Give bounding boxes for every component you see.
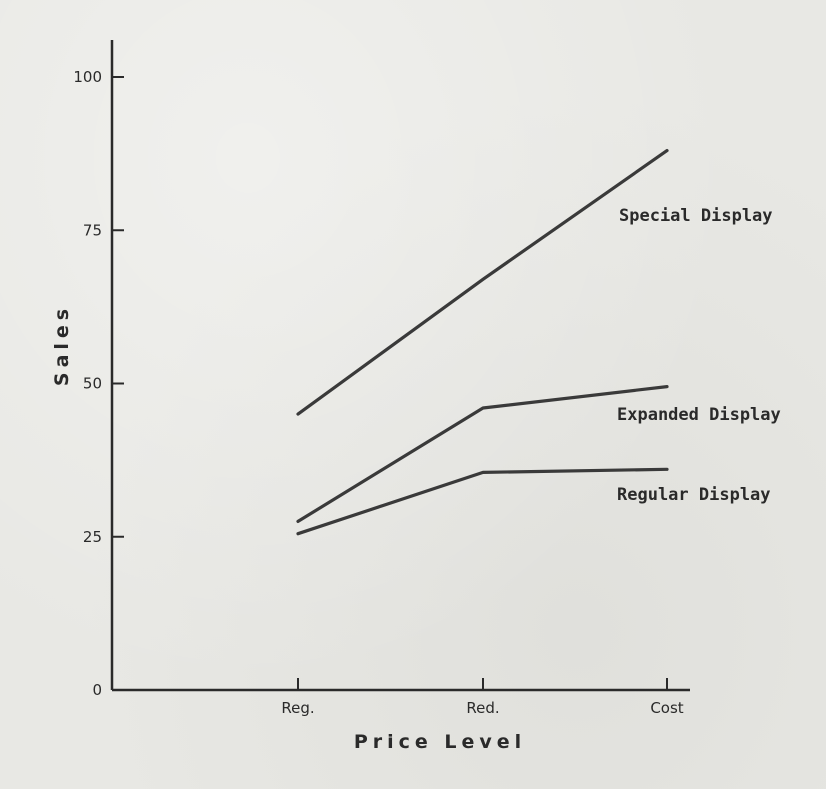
series-label: Expanded Display xyxy=(617,405,781,425)
y-tick-label: 0 xyxy=(92,681,102,699)
y-tick-label: 75 xyxy=(83,221,102,239)
series-label: Regular Display xyxy=(617,485,771,505)
series-line-special-display xyxy=(296,149,669,416)
y-tick-label: 50 xyxy=(83,375,102,393)
series-line-expanded-display xyxy=(296,385,669,524)
y-tick-label: 100 xyxy=(73,68,102,86)
series-labels: Special Display Expanded Display Regular D… xyxy=(617,206,781,505)
y-axis-title: Sales xyxy=(51,304,73,386)
series-label: Special Display xyxy=(619,206,773,226)
x-axis-title: Price Level xyxy=(354,731,526,753)
series-line-regular-display xyxy=(296,467,669,536)
x-tick-label: Cost xyxy=(650,699,683,717)
x-tick-label: Red. xyxy=(466,699,499,717)
series-lines xyxy=(296,149,669,536)
axes: 0 25 50 75 100 Reg. Red. Cost xyxy=(73,40,690,717)
y-tick-label: 25 xyxy=(83,528,102,546)
x-tick-label: Reg. xyxy=(281,699,314,717)
